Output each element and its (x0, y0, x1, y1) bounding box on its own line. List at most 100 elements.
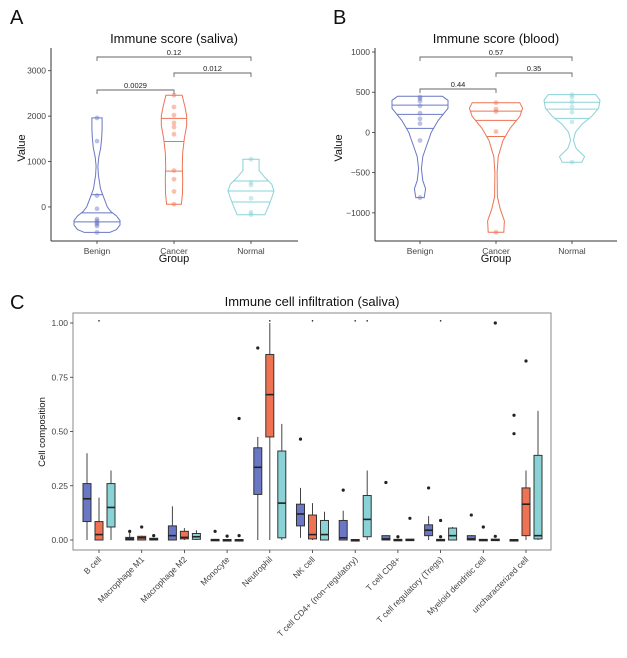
panel-a-xlabel: Group (159, 253, 190, 265)
y-tick-label: 0.50 (51, 427, 68, 437)
y-tick-label: 1000 (351, 47, 370, 57)
outlier-point (98, 320, 100, 322)
outlier-point (439, 535, 443, 539)
violin-benign (391, 95, 449, 199)
box-cancer (179, 530, 189, 540)
panel-b-marks: −1000 −500 0 500 1000 Benign Cancer Normal 0.44 0… (346, 47, 617, 256)
data-point (171, 92, 177, 98)
box-benign (466, 535, 476, 541)
data-point (248, 209, 254, 215)
data-point (94, 206, 100, 212)
comparison-bracket (96, 89, 175, 94)
outlier-point (237, 534, 241, 538)
panel-b-ylabel: Value (333, 134, 345, 161)
outlier-point (366, 320, 369, 322)
box-normal (277, 450, 287, 539)
comparison-bracket (419, 56, 573, 61)
outlier-point (152, 534, 156, 538)
data-point (493, 106, 499, 112)
outlier-point (408, 516, 412, 520)
panel-c-title: Immune cell infiltration (saliva) (225, 294, 400, 309)
y-tick-label: 0.75 (51, 372, 68, 382)
data-point (493, 229, 499, 235)
y-tick-label: −1000 (346, 208, 370, 218)
data-point (417, 121, 423, 126)
data-point (94, 216, 100, 222)
data-point (569, 94, 575, 100)
outlier-point (493, 321, 497, 325)
comparison-bracket (96, 56, 252, 61)
panel-a: A Immune score (saliva) Group Value 0 100… (10, 7, 298, 265)
data-point (248, 182, 254, 188)
outlier-point (140, 525, 144, 529)
outlier-point (341, 488, 345, 492)
box-benign (338, 519, 348, 541)
data-point (94, 138, 100, 144)
violin-cancer (468, 102, 524, 233)
data-point (417, 138, 423, 143)
box-benign (296, 503, 305, 527)
data-point (493, 100, 499, 106)
box-benign (167, 525, 177, 541)
box-cancer (94, 521, 104, 541)
data-point (493, 109, 499, 114)
data-point (248, 212, 254, 218)
data-point (417, 195, 423, 200)
data-point (493, 129, 499, 135)
outlier-point (427, 486, 431, 490)
y-tick-label: 0.00 (51, 535, 68, 545)
data-point (171, 120, 177, 126)
outlier-point (469, 513, 473, 517)
violin-benign (73, 117, 121, 233)
box-cancer (521, 487, 531, 537)
data-point (171, 176, 177, 182)
y-tick-label: 1000 (27, 157, 46, 167)
outlier-point (512, 432, 516, 436)
outlier-point (512, 413, 516, 417)
p-value-label: 0.0029 (124, 81, 147, 90)
data-point (417, 98, 423, 104)
panel-c-ylabel: Cell composition (37, 397, 48, 467)
data-point (171, 104, 177, 110)
box-benign (381, 535, 391, 541)
x-tick-label: Cancer (160, 246, 188, 256)
data-point (417, 94, 423, 100)
y-tick-label: 0.25 (51, 481, 68, 491)
panel-a-title: Immune score (saliva) (110, 31, 238, 46)
p-value-label: 0.012 (203, 64, 222, 73)
outlier-point (524, 359, 528, 363)
violin-normal (543, 94, 601, 163)
x-tick-label: Normal (558, 246, 586, 256)
outlier-point (128, 529, 132, 533)
outlier-point (213, 529, 217, 533)
outlier-point (493, 534, 497, 538)
x-tick-label: Benign (407, 246, 434, 256)
box-benign (82, 483, 92, 523)
box-benign (253, 447, 263, 495)
outlier-point (439, 518, 443, 523)
data-point (94, 115, 100, 121)
y-tick-label: 3000 (27, 66, 46, 76)
data-point (94, 218, 100, 224)
x-tick-label: Benign (84, 246, 111, 256)
x-tick-label: Cancer (482, 246, 510, 256)
data-point (569, 159, 575, 165)
data-point (569, 119, 575, 125)
data-point (417, 116, 423, 122)
y-tick-label: 1.00 (51, 318, 68, 328)
y-tick-label: 500 (356, 87, 370, 97)
box-normal (106, 483, 116, 528)
panel-a-marks: 0 1000 2000 3000 Benign Cancer Normal 0.0029 0.0… (27, 48, 298, 256)
data-point (248, 195, 254, 201)
y-tick-label: 2000 (27, 111, 46, 121)
p-value-label: 0.44 (451, 80, 466, 89)
data-point (171, 112, 177, 118)
outlier-point (384, 480, 388, 485)
data-point (171, 168, 177, 174)
panel-b: B Immune score (blood) Group Value −1000… (333, 7, 617, 265)
comparison-bracket (173, 72, 252, 77)
panel-a-ylabel: Value (16, 134, 28, 161)
box-normal (362, 495, 372, 538)
data-point (569, 92, 575, 98)
data-point (569, 99, 575, 105)
